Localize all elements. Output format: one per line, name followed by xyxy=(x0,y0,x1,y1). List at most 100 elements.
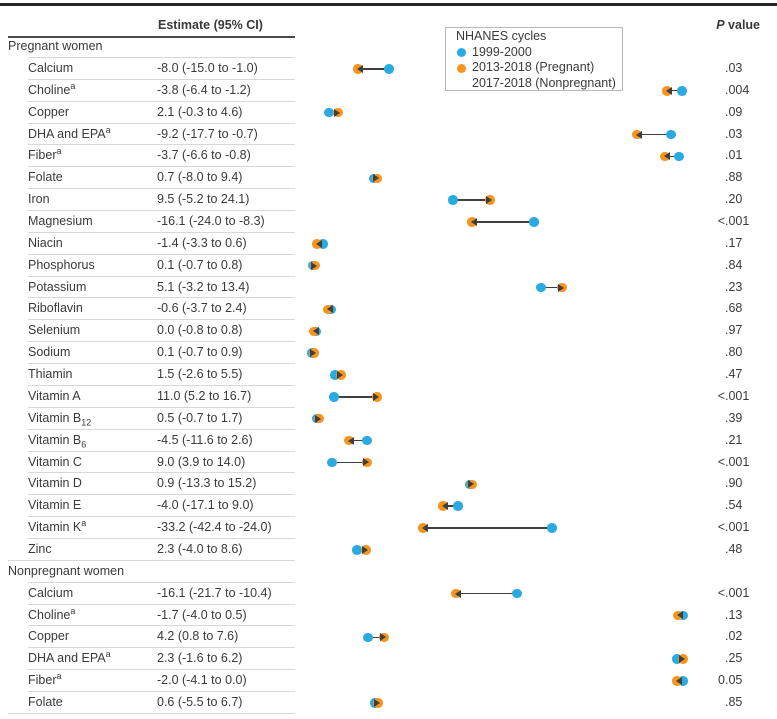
nutrient-row: Folate 0.6 (-5.5 to 6.7) .85 xyxy=(0,692,777,714)
dot-1999-2000 xyxy=(324,107,334,118)
estimate-value: 0.1 (-0.7 to 0.8) xyxy=(157,257,243,272)
change-arrow-line xyxy=(472,221,534,223)
nutrient-row: Riboflavin -0.6 (-3.7 to 2.4) .68 xyxy=(0,298,777,321)
estimate-value: -1.4 (-3.3 to 0.6) xyxy=(157,235,247,250)
row-divider xyxy=(28,166,295,168)
change-arrow-line xyxy=(358,68,389,70)
dot-1999-2000 xyxy=(362,435,372,446)
dot-1999-2000 xyxy=(674,151,684,162)
nutrient-label: Folate xyxy=(28,170,63,185)
row-divider xyxy=(28,319,295,321)
p-value: .68 xyxy=(725,301,743,316)
nutrient-label: Sodium xyxy=(28,345,71,360)
arrowhead-icon xyxy=(362,458,369,467)
estimate-value: 11.0 (5.2 to 16.7) xyxy=(157,388,252,403)
row-divider xyxy=(8,712,295,714)
orange-dot-icon xyxy=(457,63,466,73)
nutrient-row: Folate 0.7 (-8.0 to 9.4) .88 xyxy=(0,167,777,190)
p-value: .97 xyxy=(725,323,743,338)
row-divider xyxy=(28,275,295,277)
row-divider xyxy=(28,472,295,474)
nutrient-label: Copper xyxy=(28,629,69,644)
p-header-italic: P xyxy=(716,18,725,32)
row-divider xyxy=(28,450,295,452)
dot-1999-2000 xyxy=(329,392,339,402)
estimate-value: 5.1 (-3.2 to 13.4) xyxy=(157,279,250,294)
row-divider xyxy=(28,603,295,605)
arrowhead-icon xyxy=(310,261,317,270)
p-value: .54 xyxy=(725,498,743,513)
arrowhead-icon xyxy=(675,677,682,686)
estimate-value: 0.9 (-13.3 to 15.2) xyxy=(157,476,257,491)
estimate-value: 1.5 (-2.6 to 5.5) xyxy=(157,367,243,382)
dot-1999-2000 xyxy=(512,588,522,599)
row-divider xyxy=(8,559,295,561)
estimate-value: -4.5 (-11.6 to 2.6) xyxy=(157,432,253,447)
nutrient-row: Potassium 5.1 (-3.2 to 13.4) .23 xyxy=(0,277,777,299)
p-value: < xyxy=(717,214,725,229)
p-value: .05 xyxy=(725,673,743,688)
row-divider xyxy=(28,231,295,233)
p-value: .39 xyxy=(725,410,743,425)
p-value: < xyxy=(717,454,725,469)
row-divider xyxy=(28,428,295,430)
section-header-row: Nonpregnant women xyxy=(0,561,777,583)
estimate-value: 2.3 (-1.6 to 6.2) xyxy=(157,651,243,666)
arrowhead-icon xyxy=(379,633,386,642)
row-divider xyxy=(28,253,295,255)
nutrient-row: Vitamin D 0.9 (-13.3 to 15.2) .90 xyxy=(0,473,777,496)
change-arrow-line xyxy=(334,396,377,398)
p-value: .48 xyxy=(725,541,743,556)
section-header-row: Pregnant women xyxy=(0,36,777,59)
change-arrow-line xyxy=(541,286,562,289)
row-divider xyxy=(28,581,295,583)
row-divider xyxy=(28,516,295,518)
p-value: .001 xyxy=(725,585,750,600)
dot-1999-2000 xyxy=(352,545,362,555)
arrowhead-icon xyxy=(314,414,321,423)
estimate-value: -4.0 (-17.1 to 9.0) xyxy=(157,498,254,513)
arrowhead-icon xyxy=(309,349,316,358)
nutrient-label: Selenium xyxy=(28,323,81,338)
arrowhead-icon xyxy=(347,436,354,445)
arrowhead-icon xyxy=(635,130,642,139)
row-divider xyxy=(28,144,295,146)
nutrient-row: Cholinea -1.7 (-4.0 to 0.5) .13 xyxy=(0,605,777,627)
change-arrow-line xyxy=(456,592,517,595)
arrowhead-icon xyxy=(361,545,368,554)
nutrient-row: Sodium 0.1 (-0.7 to 0.9) .80 xyxy=(0,342,777,365)
nutrient-label: Cholinea xyxy=(28,80,76,97)
nutrient-row: Thiamin 1.5 (-2.6 to 5.5) .47 xyxy=(0,364,777,386)
estimate-value: 0.1 (-0.7 to 0.9) xyxy=(157,345,243,360)
nutrient-label: Potassium xyxy=(28,279,87,294)
nutrient-label: Fibera xyxy=(28,146,62,163)
p-value: .80 xyxy=(725,345,743,360)
nutrient-row: Vitamin A 11.0 (5.2 to 16.7) < .001 xyxy=(0,386,777,408)
p-value: .09 xyxy=(725,104,743,119)
arrowhead-icon xyxy=(372,392,379,401)
estimate-value: 0.0 (-0.8 to 0.8) xyxy=(157,323,243,338)
nutrient-row: Selenium 0.0 (-0.8 to 0.8) .97 xyxy=(0,320,777,343)
nutrient-label: Zinc xyxy=(28,541,52,556)
arrowhead-icon xyxy=(663,152,670,161)
nutrient-label: Vitamin C xyxy=(28,454,82,469)
arrowhead-icon xyxy=(454,589,461,598)
dot-1999-2000 xyxy=(327,457,337,468)
dot-1999-2000 xyxy=(672,654,682,664)
row-divider xyxy=(28,100,295,102)
nutrient-row: Phosphorus 0.1 (-0.7 to 0.8) .84 xyxy=(0,255,777,277)
arrowhead-icon xyxy=(485,196,492,205)
estimate-value: -3.7 (-6.6 to -0.8) xyxy=(157,148,251,163)
legend-title: NHANES cycles xyxy=(456,29,547,43)
nutrient-row: Iron 9.5 (-5.2 to 24.1) .20 xyxy=(0,189,777,212)
nutrient-label: DHA and EPAa xyxy=(28,649,111,666)
dot-1999-2000 xyxy=(677,86,687,96)
nutrient-label: Cholinea xyxy=(28,605,76,622)
nutrient-label: Vitamin E xyxy=(28,498,82,513)
p-value: .001 xyxy=(725,454,750,469)
nutrient-row: Fibera -2.0 (-4.1 to 0.0) 0.05 xyxy=(0,670,777,692)
dot-1999-2000 xyxy=(330,370,340,380)
legend-item-label: 2013-2018 (Pregnant) xyxy=(472,60,595,74)
legend-item-label: 1999-2000 xyxy=(472,44,532,59)
change-arrow-line xyxy=(665,155,679,158)
